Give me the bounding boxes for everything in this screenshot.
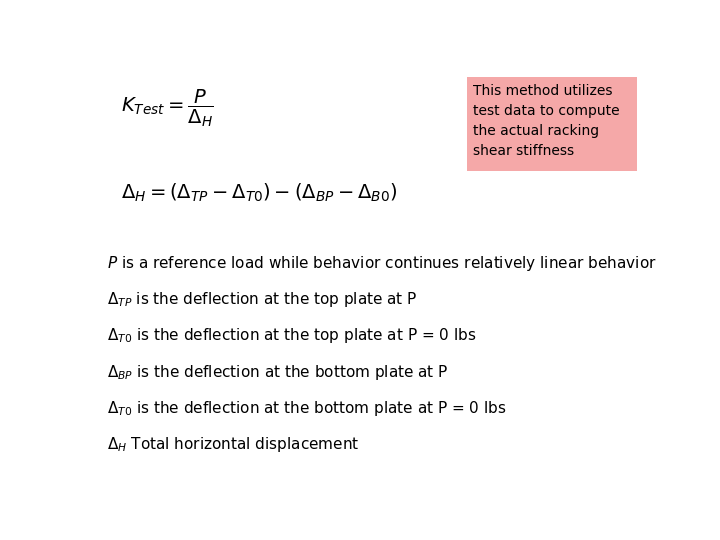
Text: $\Delta_{H}$ Total horizontal displacement: $\Delta_{H}$ Total horizontal displaceme… [107,435,359,454]
Text: $\Delta_{TP}$ is the deflection at the top plate at P: $\Delta_{TP}$ is the deflection at the t… [107,290,418,309]
Text: This method utilizes
test data to compute
the actual racking
shear stiffness: This method utilizes test data to comput… [473,84,620,158]
Text: $P$ is a reference load while behavior continues relatively linear behavior: $P$ is a reference load while behavior c… [107,254,657,273]
Text: $\Delta_{T0}$ is the deflection at the bottom plate at P = 0 lbs: $\Delta_{T0}$ is the deflection at the b… [107,399,506,417]
Text: $\Delta_{T0}$ is the deflection at the top plate at P = 0 lbs: $\Delta_{T0}$ is the deflection at the t… [107,326,476,346]
FancyBboxPatch shape [467,77,637,171]
Text: $K_{Test} = \dfrac{P}{\Delta_{H}}$: $K_{Test} = \dfrac{P}{\Delta_{H}}$ [121,87,214,129]
Text: $\Delta_{BP}$ is the deflection at the bottom plate at P: $\Delta_{BP}$ is the deflection at the b… [107,362,449,382]
Text: $\Delta_{H}= (\Delta_{TP} - \Delta_{T0}) - (\Delta_{BP} - \Delta_{B0})$: $\Delta_{H}= (\Delta_{TP} - \Delta_{T0})… [121,181,397,204]
